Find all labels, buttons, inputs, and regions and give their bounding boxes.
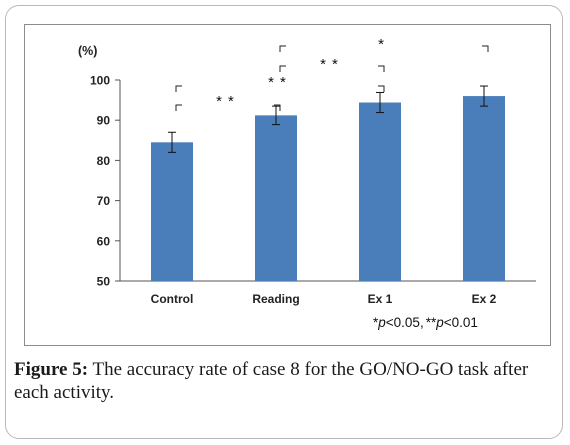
- bar-control: [151, 142, 193, 281]
- bar-reading: [255, 115, 297, 281]
- significance-bracket-right: [378, 85, 385, 92]
- y-tick-label: 100: [90, 74, 110, 88]
- significance-bracket-right: [378, 65, 385, 72]
- significance-stars: **: [320, 56, 344, 73]
- y-tick-label: 80: [97, 154, 111, 168]
- y-tick-label: 90: [97, 114, 111, 128]
- significance-bracket-left: [175, 104, 182, 111]
- p-note-p-symbol: p: [377, 315, 386, 330]
- figure-caption: Figure 5: The accuracy rate of case 8 fo…: [14, 358, 554, 404]
- x-tick-label: Ex 1: [368, 292, 393, 306]
- significance-stars: *: [378, 36, 390, 53]
- x-tick-label: Reading: [252, 292, 299, 306]
- p-note-p-symbol-2: p: [435, 315, 444, 330]
- p-value-note: *p<0.05, **p<0.01: [373, 315, 478, 330]
- significance-bracket-left: [279, 45, 286, 52]
- y-tick-label: 60: [97, 234, 111, 248]
- bar-ex-1: [359, 102, 401, 282]
- significance-bracket-left: [279, 65, 286, 72]
- significance-stars: **: [268, 74, 292, 91]
- p-note-double-text: <0.01: [444, 315, 478, 330]
- p-note-single-star: *: [373, 315, 379, 330]
- p-note-double-star: **: [426, 315, 437, 330]
- caption-text: The accuracy rate of case 8 for the GO/N…: [14, 359, 529, 403]
- significance-bracket-left: [175, 85, 182, 92]
- y-unit-label: (%): [78, 44, 97, 58]
- x-tick-label: Control: [151, 292, 194, 306]
- bar-ex-2: [463, 96, 505, 281]
- y-tick-label: 70: [97, 194, 111, 208]
- significance-bracket-right: [482, 45, 489, 52]
- significance-stars: **: [216, 93, 240, 110]
- significance-bracket-right: [274, 104, 281, 111]
- p-note-single-text: <0.05,: [386, 315, 424, 330]
- x-tick-label: Ex 2: [472, 292, 497, 306]
- y-tick-label: 50: [97, 275, 111, 289]
- caption-label: Figure 5:: [14, 359, 89, 380]
